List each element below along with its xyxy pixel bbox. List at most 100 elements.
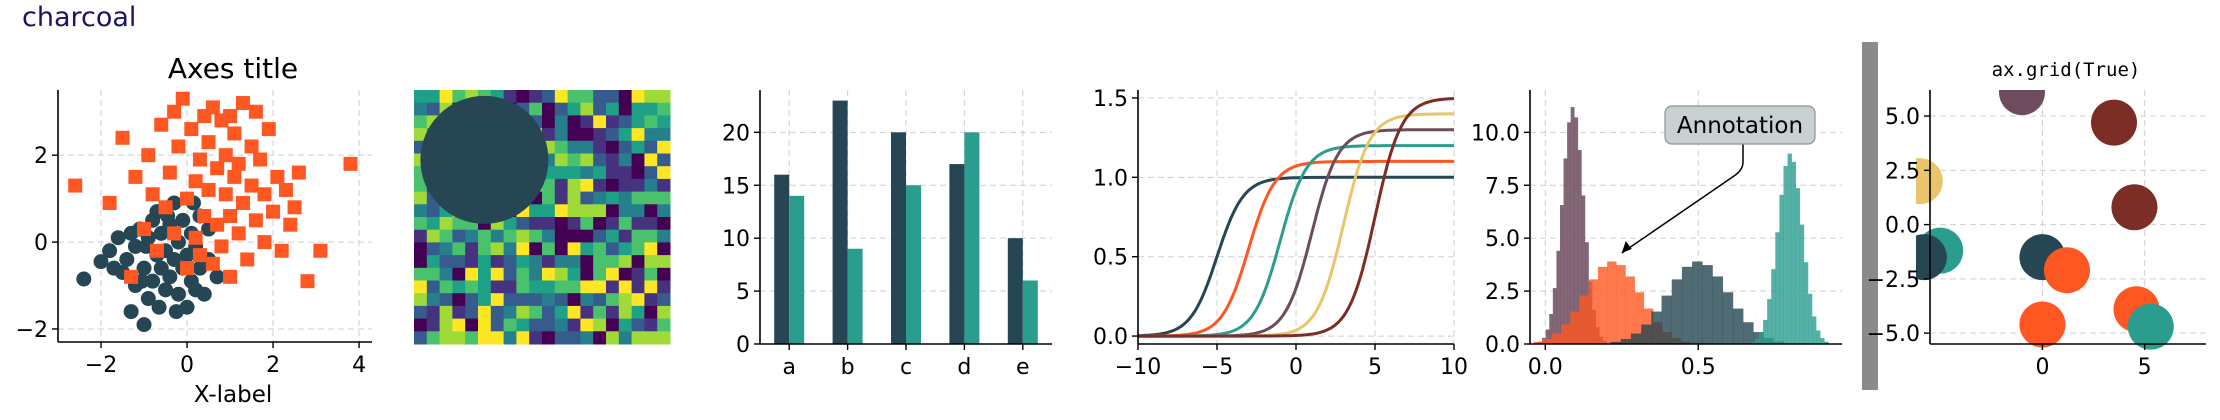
heatmap-cell (414, 293, 428, 307)
heatmap-cell (414, 267, 428, 281)
heatmap-cell (644, 267, 658, 281)
heatmap-cell (657, 102, 671, 116)
heatmap-cell (631, 153, 645, 167)
panel-3-bar-chart: 0 5 10 15 20 a b c d e (722, 90, 1052, 380)
scatter-point-square (154, 117, 169, 132)
histogram-bar (1702, 265, 1713, 344)
heatmap-cell (542, 255, 556, 269)
scatter-point-square (244, 139, 259, 154)
heatmap-cell (542, 90, 556, 104)
scatter-point-circle (138, 238, 154, 254)
heatmap-cell (439, 331, 453, 345)
heatmap-cell (426, 102, 441, 116)
heatmap-cell (618, 102, 633, 116)
scatter-point-circle (151, 299, 167, 315)
heatmap-cell (542, 293, 556, 307)
heatmap-cell (478, 305, 492, 320)
heatmap-cell (542, 305, 556, 320)
histogram-bar (1549, 314, 1554, 344)
y-tick-label: 2.5 (1485, 280, 1520, 305)
heatmap-cell (414, 242, 428, 256)
heatmap-cell (631, 280, 645, 294)
heatmap-cell (542, 115, 556, 129)
y-tick-label: 15 (722, 174, 750, 199)
heatmap-cell (426, 204, 441, 218)
heatmap-cell (567, 229, 581, 243)
scatter-point-circle (2019, 301, 2066, 348)
y-tick-label: 0.0 (1093, 325, 1128, 350)
heatmap-cell (644, 305, 658, 320)
heatmap-cell (618, 318, 633, 332)
histogram-bar (1807, 293, 1813, 344)
histogram-bar (1625, 276, 1635, 344)
heatmap-cell (580, 305, 594, 320)
heatmap-cell (644, 153, 658, 167)
heatmap-cell (567, 305, 581, 320)
scatter-point-square (253, 152, 268, 167)
heatmap-cell (580, 128, 594, 142)
scatter-point-circle (136, 317, 152, 333)
heatmap-cell (465, 255, 479, 269)
histogram-bar (1824, 341, 1829, 344)
heatmap-cell (580, 293, 594, 307)
heatmap-cell (657, 217, 671, 231)
heatmap-cell (426, 255, 441, 269)
heatmap-cell (618, 242, 633, 256)
heatmap-cell (554, 217, 569, 231)
y-tick-label: 5.0 (1885, 105, 1920, 130)
heatmap-cell (529, 229, 543, 243)
x-tick-label: d (957, 355, 971, 380)
heatmap-cell (644, 280, 658, 294)
heatmap-cell (606, 153, 620, 167)
heatmap-cell (516, 255, 530, 269)
heatmap-cell (516, 217, 530, 231)
y-tick-label: 20 (722, 121, 750, 146)
y-tick-label: 0 (736, 333, 750, 358)
scatter-point-circle (170, 286, 186, 302)
heatmap-cell (618, 229, 633, 243)
x-tick-label: 10 (1440, 355, 1468, 380)
heatmap-cell (618, 191, 633, 205)
heatmap-cell (567, 140, 581, 154)
heatmap-cell (542, 178, 556, 193)
heatmap-cell (426, 267, 441, 281)
heatmap-cell (554, 318, 569, 332)
heatmap-cell (426, 318, 441, 332)
heatmap-cell (593, 242, 607, 256)
heatmap-cell (657, 191, 671, 205)
heatmap-cell (503, 217, 517, 231)
y-tick-label: 0 (34, 231, 48, 256)
heatmap-cell (657, 331, 671, 345)
x-tick-label: 0 (2035, 355, 2049, 380)
heatmap-cell (439, 217, 453, 231)
heatmap-cell (580, 140, 594, 154)
scatter-point-circle (168, 304, 184, 320)
scatter-point-circle (134, 273, 150, 289)
heatmap-cell (593, 166, 607, 180)
heatmap-cell (529, 102, 543, 116)
heatmap-cell (657, 178, 671, 193)
heatmap-cell (554, 178, 569, 193)
scatter-point-square (270, 169, 285, 184)
scatter-point-square (192, 248, 207, 263)
heatmap-cell (618, 115, 633, 129)
heatmap-cell (606, 255, 620, 269)
heatmap-cell (567, 204, 581, 218)
scatter-point-square (68, 178, 83, 193)
heatmap-cell (567, 153, 581, 167)
heatmap-cell (644, 331, 658, 345)
heatmap-cell (593, 140, 607, 154)
heatmap-cell (414, 102, 428, 116)
heatmap-cell (593, 217, 607, 231)
vertical-scrollbar[interactable] (1862, 42, 1878, 390)
heatmap-cell (567, 293, 581, 307)
heatmap-cell (593, 178, 607, 193)
heatmap-cell (606, 280, 620, 294)
histogram-bar (1771, 269, 1776, 344)
heatmap-cell (478, 331, 492, 345)
x-tick-label: a (782, 355, 795, 380)
heatmap-cell (580, 178, 594, 193)
heatmap-cell (478, 280, 492, 294)
histogram-bar (1750, 342, 1756, 344)
